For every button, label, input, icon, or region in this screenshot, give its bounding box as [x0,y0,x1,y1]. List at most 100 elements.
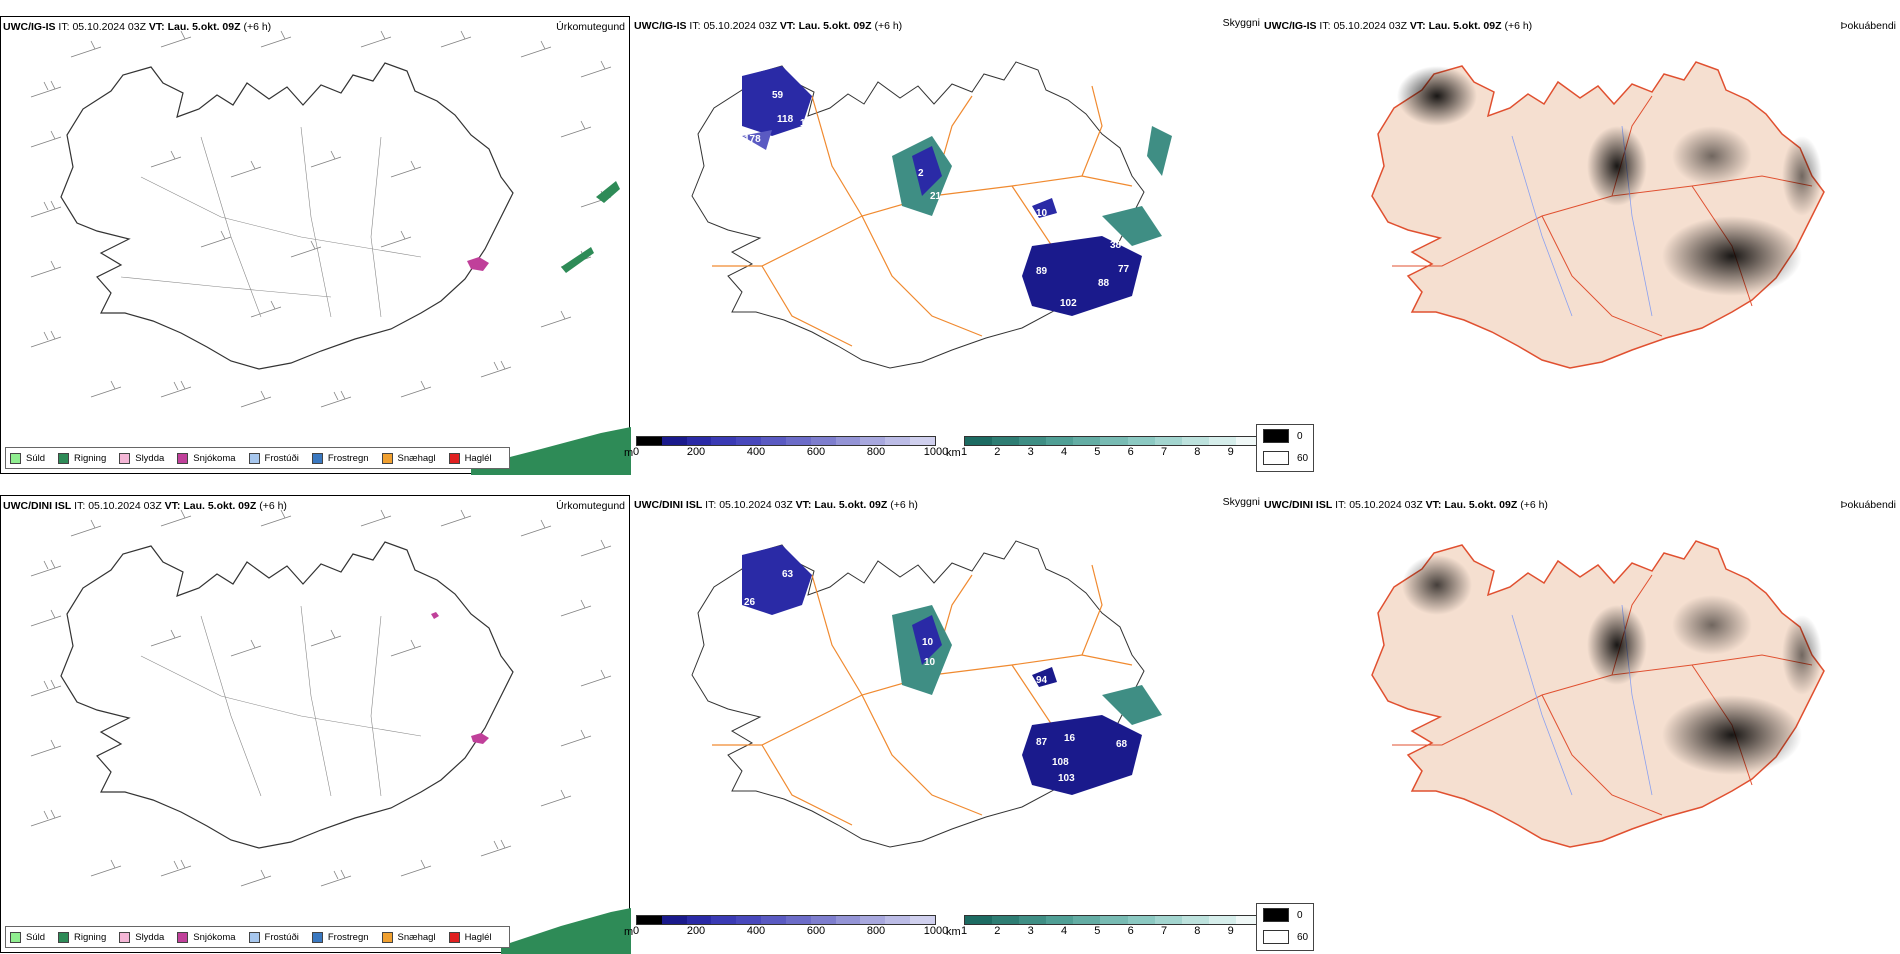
precip-legend-item: Frostúði [248,931,299,943]
lead-time: (+6 h) [1520,499,1548,511]
colorbar-tick-label: 3 [1027,446,1034,458]
ceiling-label: 2 [918,168,924,179]
colorbar-swatch [1127,916,1155,924]
visibility-unit: km [946,447,961,459]
lead-time: (+6 h) [259,500,287,512]
colorbar-tick-label: 0 [632,446,640,458]
colorbar-swatch [1181,916,1209,924]
ceiling-colorbar-swatches [636,915,936,925]
ceiling-label: 101 [800,118,817,129]
colorbar-tick-label: 5 [1094,446,1101,458]
lead-time: (+6 h) [874,20,903,32]
precip-legend-item: Rigning [58,452,106,464]
colorbar-tick-label: 7 [1160,446,1168,458]
ceiling-unit: m [624,447,634,459]
colorbar-swatch [1235,437,1264,445]
colorbar-swatch [1154,437,1182,445]
visibility-unit: km [946,926,961,938]
colorbar-swatch [1073,916,1101,924]
ceiling-label: 108 [1052,757,1069,768]
fog-map-bottom [1371,540,1825,848]
fog-legend: 0 60 [1256,903,1314,951]
model-name: UWC/IG-IS [1264,20,1317,32]
ceiling-panel-bottom: 63 26 10 10 94 10 87 16 108 68 103 UWC/D… [624,495,1270,953]
it-label: IT: [705,499,717,511]
fog-panel-bottom: UWC/DINI ISL IT: 05.10.2024 03Z VT: Lau.… [1256,495,1900,953]
fog-e [1782,136,1822,216]
precip-legend-label: Frostúði [264,452,299,464]
low-vis-se [1102,685,1162,725]
colorbar-swatch [885,916,911,924]
colorbar-swatch [1127,437,1155,445]
it-value: 05.10.2024 03Z [88,500,162,512]
precip-legend-item: Frostregn [311,931,369,943]
fog-se [1662,695,1802,775]
colorbar-tick-label: 400 [746,925,766,937]
ceiling-label: 102 [1060,298,1077,309]
river-lines [120,126,422,318]
fog-panel-top: UWC/IG-IS IT: 05.10.2024 03Z VT: Lau. 5.… [1256,16,1900,474]
lead-time: (+6 h) [243,21,272,33]
precip-legend-item: Snjókoma [177,452,236,464]
ceiling-label: 118 [777,114,794,125]
low-ceiling-nw [742,66,812,136]
colorbar-tick-label: 3 [1027,925,1034,937]
fog-legend-label: 60 [1297,452,1309,464]
snow-area-2 [431,612,439,619]
ceiling-label: 10 [922,637,934,648]
model-name: UWC/DINI ISL [634,499,703,511]
precip-legend-label: Snjókoma [193,931,236,943]
visibility-colorbar-ticks: 12345678910 [961,446,1270,458]
visibility-colorbar-swatches [964,915,1264,925]
colorbar-swatch [1208,916,1236,924]
low-vis-se [1102,206,1162,246]
colorbar-tick-label: 5 [1094,925,1101,937]
wind-barbs [30,30,612,408]
precip-legend-swatch [10,452,21,464]
precip-legend-item: Slydda [119,931,164,943]
colorbar-swatch [810,437,836,445]
precip-legend-item: Snæhagl [381,452,436,464]
it-value: 05.10.2024 03Z [719,499,793,511]
fog-n [1587,605,1647,685]
it-value: 05.10.2024 03Z [1333,20,1407,32]
colorbar-tick-label: 600 [806,446,826,458]
rain-area-south [471,427,631,475]
colorbar-swatch [785,916,811,924]
low-ceiling-n [912,146,942,196]
model-name: UWC/IG-IS [634,20,687,32]
precip-legend-swatch [58,931,70,943]
colorbar-swatch [686,916,712,924]
colorbar-swatch [736,916,762,924]
colorbar-swatch [1019,916,1047,924]
low-ceiling-e [1032,667,1057,687]
ceiling-label: 89 [1036,266,1048,277]
lead-time: (+6 h) [1504,20,1533,32]
vt-label: VT: [148,21,165,33]
colorbar-swatch [711,437,737,445]
fog-se [1662,216,1802,296]
precip-legend-swatch [119,452,131,464]
precip-legend-swatch [448,931,460,943]
vt-value: Lau. 5.okt. 09Z [167,21,241,33]
ceiling-value-labels: 59 118 101 178 2 21 10 11 89 38 77 102 8… [744,90,1130,309]
precip-legend-swatch [448,452,460,464]
colorbar-swatch [1073,437,1101,445]
precip-legend-item: Snjókoma [177,931,236,943]
it-label: IT: [1335,499,1347,511]
fog-ne [1672,595,1752,655]
colorbar-tick-label: 800 [866,446,886,458]
visibility-colorbar: 12345678910 km [946,436,1270,459]
panel-title: Þokuábendi [1840,499,1896,511]
visibility-colorbar: 12345678910 km [946,915,1270,938]
it-label: IT: [58,21,70,33]
fog-legend-item: 60 [1257,926,1313,948]
model-name: UWC/DINI ISL [3,500,72,512]
colorbar-swatch [1046,916,1074,924]
colorbar-swatch [1208,437,1236,445]
ceiling-label: 88 [1098,278,1110,289]
vt-value: Lau. 5.okt. 09Z [1428,20,1502,32]
colorbar-swatch [761,437,786,445]
visibility-colorbar-ticks: 12345678910 [961,925,1270,937]
precip-legend-label: Frostregn [327,452,369,464]
